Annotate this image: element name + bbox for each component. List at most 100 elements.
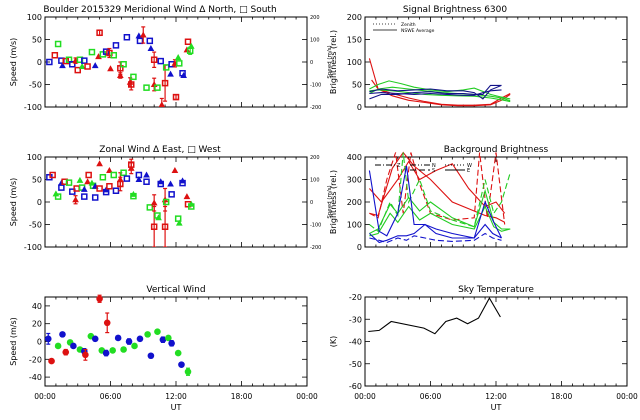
y-tick-label: -50 [29,221,42,230]
data-point-square [162,64,170,71]
x-axis-label: UT [171,403,182,412]
x-tick-label: 18:00 [231,392,253,401]
x-axis-label: UT [491,403,502,412]
data-point-square [102,48,110,55]
y-axis-label-right: Speed (m/s) [327,185,333,218]
y-tick-label: 0 [37,338,42,347]
data-point-triangle [143,171,150,178]
data-point-square [62,57,69,65]
chart-title: Sky Temperature [458,285,534,295]
data-point-triangle [187,42,195,49]
y-tick-label: 400 [347,153,362,162]
data-point-square [54,193,62,200]
data-point-square [150,56,158,63]
data-point-triangle [76,176,84,183]
data-point [144,331,151,338]
plot-area [368,58,511,107]
data-point [125,338,133,345]
data-point [91,335,99,343]
data-point-triangle [175,219,183,226]
data-point-square [65,56,73,63]
data-point-square [49,171,56,179]
chart-title: Boulder 2015329 Meridional Wind Δ North,… [43,5,276,15]
data-point-square [58,184,65,191]
legend-label: S [432,168,435,174]
data-point-triangle [135,175,143,182]
y-tick-label: -30 [349,315,362,324]
plot-area [46,158,195,247]
y-tick-label-right: -100 [310,83,321,89]
data-point-square [161,223,169,230]
panel-signal: Signal Brightness 6300 200 150 100 50 0 Bright… [329,5,628,112]
x-tick-label: 00:00 [354,392,376,401]
series-line-sky-temperature [368,296,501,335]
series-line-green2 [369,205,511,237]
y-tick-label: 0 [37,198,42,207]
y-tick-label: 40 [32,302,42,311]
series-line-green1 [369,80,511,100]
data-point [48,357,55,365]
x-tick-label: 00:00 [34,392,56,401]
y-tick-label: -40 [349,338,362,347]
x-tick-label: 12:00 [485,392,507,401]
y-tick-label: -100 [24,243,42,252]
data-point [70,342,77,350]
legend-label: W [467,163,472,169]
y-axis-label: Brightness (rel.) [329,170,338,234]
data-point-square [143,84,150,91]
x-tick-label: 00:00 [616,392,638,401]
series-line-red3 [369,152,506,225]
legend-label: E [467,168,470,174]
y-tick-label: 0 [357,243,362,252]
data-point [109,347,116,354]
y-tick-label-right: 200 [310,155,320,161]
data-point-square [120,169,127,176]
y-tick-label: -50 [29,81,42,90]
data-point [45,335,52,343]
data-point-square [117,65,124,72]
data-point-triangle [91,62,99,69]
y-tick-label: 20 [32,320,42,329]
data-point-square [154,84,161,91]
y-tick-label: -60 [349,382,362,391]
y-tick-label-right: -100 [310,223,321,229]
data-point-square [162,198,170,206]
x-tick-label: 18:00 [551,392,573,401]
series-line-red1 [369,151,505,223]
data-point [82,351,89,359]
data-point-square [81,193,88,200]
data-point-square [112,42,120,49]
data-point-square [176,60,183,67]
y-tick-label-right: 100 [310,178,320,184]
data-point [136,335,144,343]
data-point [120,346,127,353]
data-point-triangle [147,44,155,51]
y-tick-label: -40 [29,373,42,382]
y-tick-label: -20 [29,355,42,364]
data-point-square [112,187,120,194]
y-tick-label: 200 [347,13,362,22]
data-point-square [51,52,59,59]
y-tick-label: 50 [32,176,42,185]
data-point [154,328,161,336]
data-point-square [146,204,154,211]
y-tick-label-right: -200 [310,105,321,111]
data-point-square [130,73,137,81]
data-point-square [136,37,144,45]
data-point-square [85,171,92,179]
panel-meridional: Boulder 2015329 Meridional Wind Δ North,… [9,5,333,112]
y-tick-label: 0 [37,58,42,67]
plot-frame [44,296,308,387]
data-point [147,352,155,360]
data-point-square [174,215,182,222]
y-tick-label-right: 200 [310,15,320,21]
data-point-triangle [106,166,113,173]
data-point-square [161,79,169,87]
data-point [96,295,103,303]
y-tick-label: 0 [357,103,362,112]
y-tick-label: -20 [349,293,362,302]
series-line-blue1 [369,84,502,100]
plot-area [45,294,192,376]
series-line-blue2 [369,84,502,100]
